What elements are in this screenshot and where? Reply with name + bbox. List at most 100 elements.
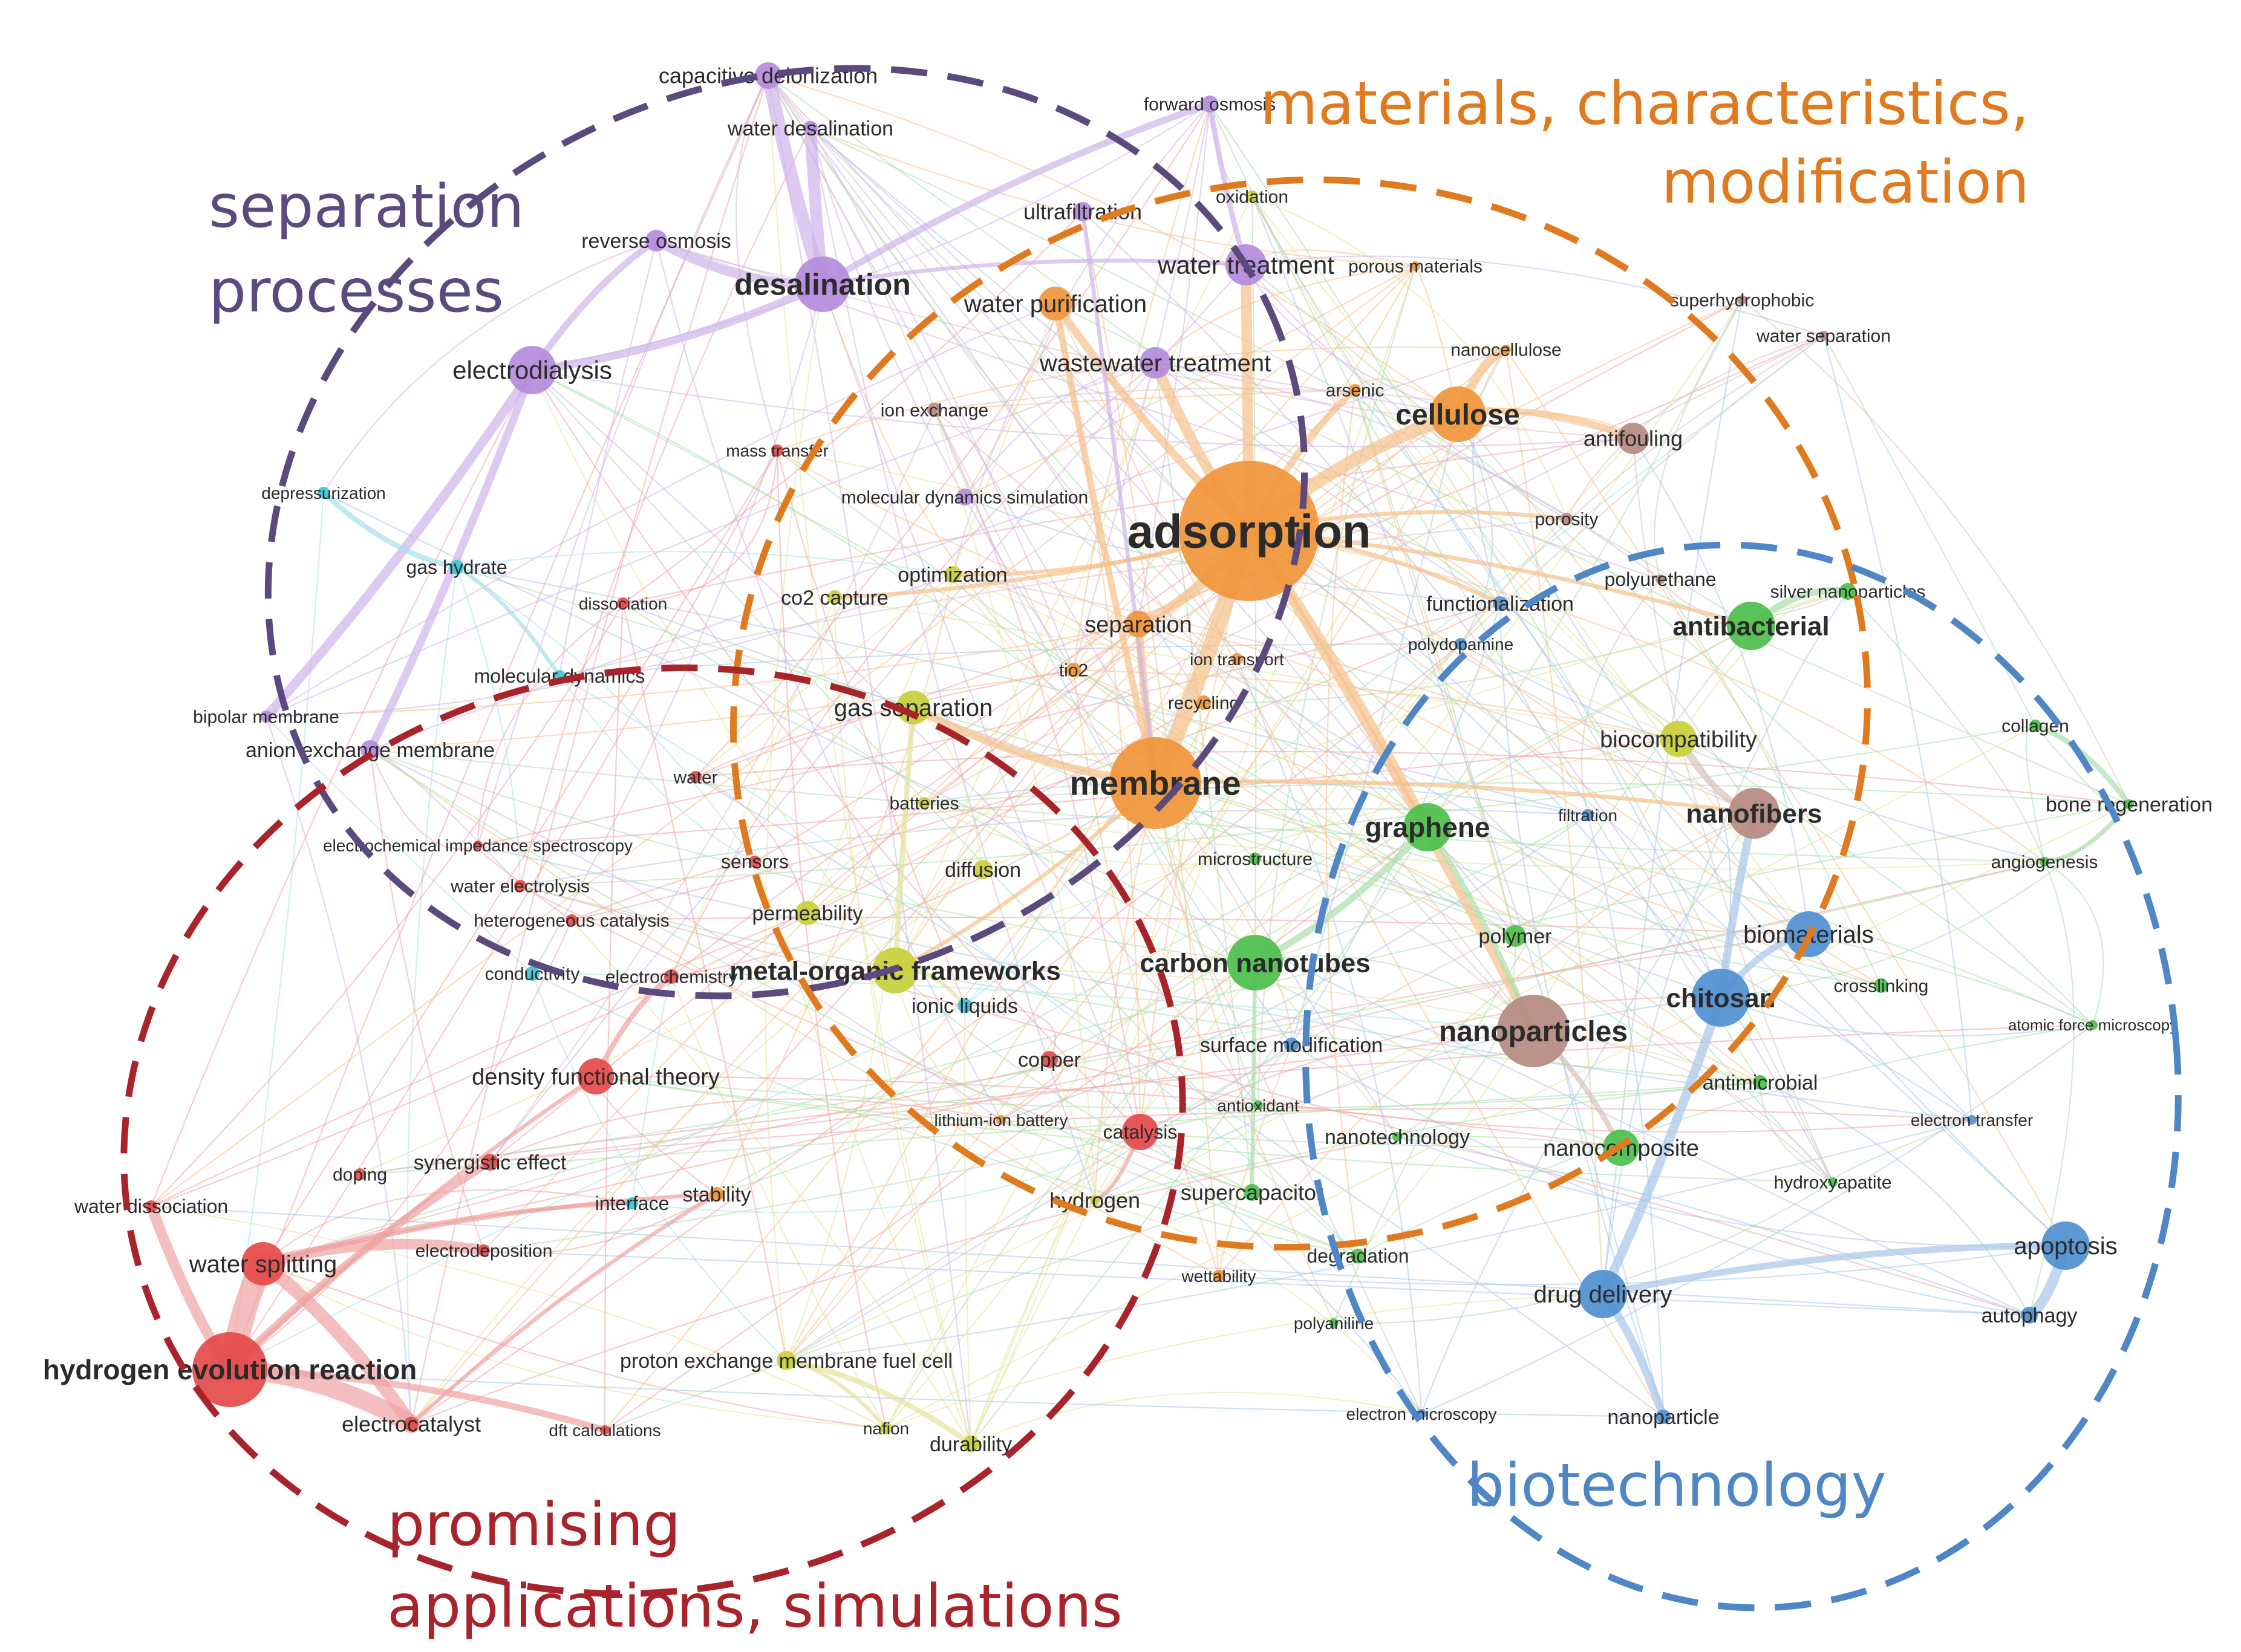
node-synergistic-effect[interactable] [481,1154,498,1171]
label-atomic-force-microscopy: atomic force microscopy [2008,1016,2177,1034]
node-oxidation[interactable] [1246,190,1258,203]
node-hydroxyapatite[interactable] [1828,1177,1838,1187]
node-electron-transfer[interactable] [1967,1115,1977,1125]
node-polydopamine[interactable] [1455,638,1467,650]
node-antibacterial[interactable] [1727,602,1775,650]
node-adsorption[interactable] [1179,461,1319,601]
node-permeability[interactable] [795,901,820,925]
node-antifouling[interactable] [1617,423,1649,454]
node-nanotechnology[interactable] [1392,1132,1402,1142]
node-apoptosis[interactable] [2041,1221,2090,1270]
node-membrane[interactable] [1109,737,1201,829]
node-catalysis[interactable] [1122,1114,1158,1150]
node-functionalization[interactable] [1493,596,1507,611]
node-porosity[interactable] [1561,513,1573,525]
node-nanofibers[interactable] [1729,788,1779,839]
node-electrochemistry[interactable] [664,969,679,984]
node-dft-calculations[interactable] [600,1425,610,1435]
node-durability[interactable] [962,1436,979,1452]
node-forward-osmosis[interactable] [1201,96,1218,112]
node-gas-hydrate[interactable] [449,560,464,574]
node-silver-nanoparticles[interactable] [1839,583,1856,600]
node-antimicrobial[interactable] [1753,1075,1767,1090]
node-diffusion[interactable] [973,860,993,879]
node-electrodeposition[interactable] [478,1244,490,1257]
node-water-electrolysis[interactable] [514,880,526,892]
node-supercapacitor[interactable] [1244,1184,1261,1201]
node-polyaniline[interactable] [1329,1318,1339,1328]
promising-cluster-boundary [120,664,1186,1598]
node-stability[interactable] [709,1187,724,1202]
node-carbon-nanotubes[interactable] [1227,935,1283,990]
node-hydrogen-evolution-reaction[interactable] [192,1332,267,1407]
node-desalination[interactable] [795,256,850,312]
node-co2-capture[interactable] [827,590,842,605]
node-angiogenesis[interactable] [2040,857,2049,867]
node-atomic-force-microscopy[interactable] [2088,1020,2098,1030]
node-surface-modification[interactable] [1284,1038,1299,1052]
node-graphene[interactable] [1403,803,1452,851]
node-superhydrophobic[interactable] [1737,295,1747,305]
node-chitosan[interactable] [1692,969,1750,1027]
node-batteries[interactable] [918,797,930,809]
node-crosslinking[interactable] [1874,978,1888,993]
node-porous-materials[interactable] [1411,261,1420,271]
node-ionic-liquids[interactable] [957,998,972,1013]
node-biocompatibility[interactable] [1660,721,1697,757]
node-ultrafiltration[interactable] [1073,202,1092,221]
node-collagen[interactable] [2029,720,2041,732]
node-arsenic[interactable] [1349,384,1361,396]
node-density-functional-theory[interactable] [578,1058,614,1094]
node-reverse-osmosis[interactable] [645,230,667,252]
label-heterogeneous-catalysis: heterogeneous catalysis [474,911,670,931]
node-autophagy[interactable] [2021,1307,2038,1324]
node-water-purification[interactable] [1039,287,1072,320]
node-molecular-dynamics-simulation[interactable] [956,489,973,506]
node-ion-transport[interactable] [1231,653,1243,665]
node-hydrogen[interactable] [1090,1195,1100,1205]
node-drug-delivery[interactable] [1579,1270,1627,1318]
node-tio2[interactable] [1066,663,1081,677]
node-bone-regeneration[interactable] [2124,799,2134,809]
node-recycling[interactable] [1196,695,1211,710]
node-copper[interactable] [1041,1051,1058,1068]
node-mass-transfer[interactable] [771,444,783,457]
node-nanoparticles[interactable] [1497,995,1570,1067]
node-degradation[interactable] [1351,1249,1365,1263]
node-polyurethane[interactable] [1655,574,1665,584]
node-antioxidant[interactable] [1253,1101,1263,1110]
node-nanocellulose[interactable] [1501,345,1511,354]
node-proton-exchange-membrane-fuel-cell[interactable] [777,1351,796,1370]
node-bipolar-membrane[interactable] [260,711,272,723]
node-interface[interactable] [626,1197,638,1209]
node-water-dissociation[interactable] [145,1200,157,1212]
node-doping[interactable] [354,1168,366,1180]
link [970,265,1417,1445]
node-cellulose[interactable] [1430,386,1486,442]
node-lithium-ion-battery[interactable] [996,1115,1006,1125]
node-capacitive-deionization[interactable] [755,62,781,89]
node-wastewater-treatment[interactable] [1140,347,1171,379]
node-nafion[interactable] [880,1422,892,1434]
node-water-splitting[interactable] [241,1242,285,1286]
node-electrodialysis[interactable] [508,346,556,394]
node-water[interactable] [690,771,702,783]
node-ion-exchange[interactable] [927,403,942,417]
node-optimization[interactable] [944,566,961,583]
node-heterogeneous-catalysis[interactable] [566,914,578,926]
node-electrocatalyst[interactable] [404,1417,419,1431]
node-water-desalination[interactable] [803,121,818,135]
node-water-separation[interactable] [1819,331,1828,340]
node-separation[interactable] [1125,611,1152,637]
node-electrochemical-impedance-spectroscopy[interactable] [473,841,483,850]
node-filtration[interactable] [1582,809,1594,821]
node-wettability[interactable] [1213,1270,1225,1282]
node-sensors[interactable] [749,856,761,868]
node-polymer[interactable] [1504,925,1526,947]
node-microstructure[interactable] [1249,853,1261,865]
node-gas-separation[interactable] [896,691,930,724]
node-nanoparticle[interactable] [1656,1410,1671,1424]
node-conductivity[interactable] [525,966,540,981]
node-dissociation[interactable] [617,597,629,610]
node-depressurization[interactable] [318,487,330,499]
